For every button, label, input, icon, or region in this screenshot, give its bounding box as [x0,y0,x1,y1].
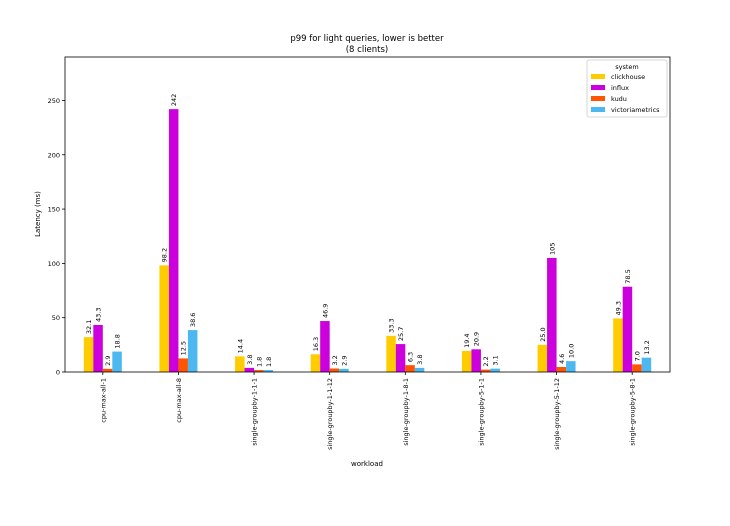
bar-kudu [632,364,642,372]
plot-frame [64,56,671,373]
bar-kudu [329,368,340,372]
bar-victoriametrics [490,368,500,372]
bar-clickhouse [537,344,548,372]
legend-swatch-clickhouse [591,74,605,79]
x-tick-label: cpu-max-all-8 [175,378,183,423]
bar-clickhouse [386,335,396,372]
bar-clickhouse [461,350,472,372]
y-tick-label: 100 [48,260,60,268]
data-label: 1.8 [255,357,263,367]
legend-box [586,59,668,118]
data-label: 3.8 [246,355,254,365]
data-label: 4.6 [558,354,566,364]
chart-subtitle: (8 clients) [346,45,389,55]
data-label: 38.6 [189,313,197,327]
y-axis-label: Latency (ms) [34,191,42,237]
legend-label: kudu [611,95,627,103]
data-label: 43.3 [95,307,103,321]
legend-swatch-kudu [591,96,605,101]
bar-kudu [254,370,264,372]
x-tick-label: single-groupby-5-1-1 [477,378,485,446]
bar-kudu [102,368,113,372]
data-label: 33.3 [388,318,396,332]
x-tick-label: single-groupby-1-1-1 [251,378,259,446]
bar-influx [168,109,179,372]
data-label: 25.7 [397,327,405,341]
legend-swatch-victoriametrics [591,107,605,112]
x-tick-label: cpu-max-all-1 [99,378,107,423]
bar-influx [471,349,481,372]
y-tick-label: 0 [56,369,60,377]
data-label: 14.4 [236,339,244,353]
data-label: 3.1 [492,355,500,365]
bar-victoriametrics [263,370,274,372]
data-label: 3.8 [416,355,424,365]
bar-clickhouse [83,337,94,372]
bar-clickhouse [613,318,623,372]
data-label: 12.5 [180,341,188,355]
y-tick-label: 250 [48,97,60,105]
data-label: 18.8 [114,334,122,348]
legend-title: system [615,63,639,71]
data-label: 20.9 [473,332,481,346]
data-label: 2.9 [104,356,112,366]
data-label: 2.9 [340,356,348,366]
bar-clickhouse [235,356,245,372]
legend-label: influx [611,84,629,92]
data-label: 16.3 [312,337,320,351]
bar-victoriametrics [414,367,425,372]
data-label: 25.0 [539,327,547,341]
data-label: 78.5 [624,269,632,283]
data-label: 98.2 [161,248,169,262]
chart-title: p99 for light queries, lower is better [290,34,444,44]
data-label: 1.8 [265,357,273,367]
data-label: 105 [548,243,556,255]
bar-influx [547,257,557,372]
bar-influx [244,367,255,372]
bar-kudu [480,369,491,372]
bar-influx [395,344,406,372]
data-label: 242 [170,94,178,106]
bar-kudu [556,367,567,372]
x-tick-label: single-groupby-5-8-1 [629,378,637,446]
data-label: 19.4 [463,333,471,347]
x-axis-label: workload [351,460,383,468]
x-tick-label: single-groupby-5-1-12 [553,378,561,450]
data-label: 32.1 [85,320,93,334]
bar-victoriametrics [112,351,122,372]
data-label: 3.2 [331,355,339,365]
legend-label: victoriametrics [611,106,660,114]
bar-victoriametrics [339,368,349,372]
bar-influx [320,321,330,372]
data-label: 2.2 [482,356,490,366]
legend-swatch-influx [591,85,605,90]
data-label: 49.3 [614,301,622,315]
data-label: 7.0 [633,351,641,361]
data-label: 10.0 [567,344,575,358]
legend: system clickhouse influx kudu victoriametric… [586,59,668,118]
data-label: 46.9 [321,304,329,318]
data-label: 6.3 [407,352,415,362]
bar-clickhouse [310,354,321,372]
y-tick-label: 150 [48,206,60,214]
y-tick-label: 200 [48,151,60,159]
bar-influx [93,324,103,372]
legend-label: clickhouse [611,73,645,81]
bar-victoriametrics [187,330,198,372]
data-label: 13.2 [643,340,651,354]
bar-kudu [178,358,188,372]
bar-victoriametrics [566,361,576,372]
bar-clickhouse [159,265,169,372]
bar-influx [622,286,633,372]
bar-kudu [405,365,415,372]
x-tick-label: single-groupby-1-8-1 [402,378,410,446]
bar-victoriametrics [641,357,652,372]
y-tick-label: 50 [52,314,60,322]
x-tick-label: single-groupby-1-1-12 [326,378,334,450]
